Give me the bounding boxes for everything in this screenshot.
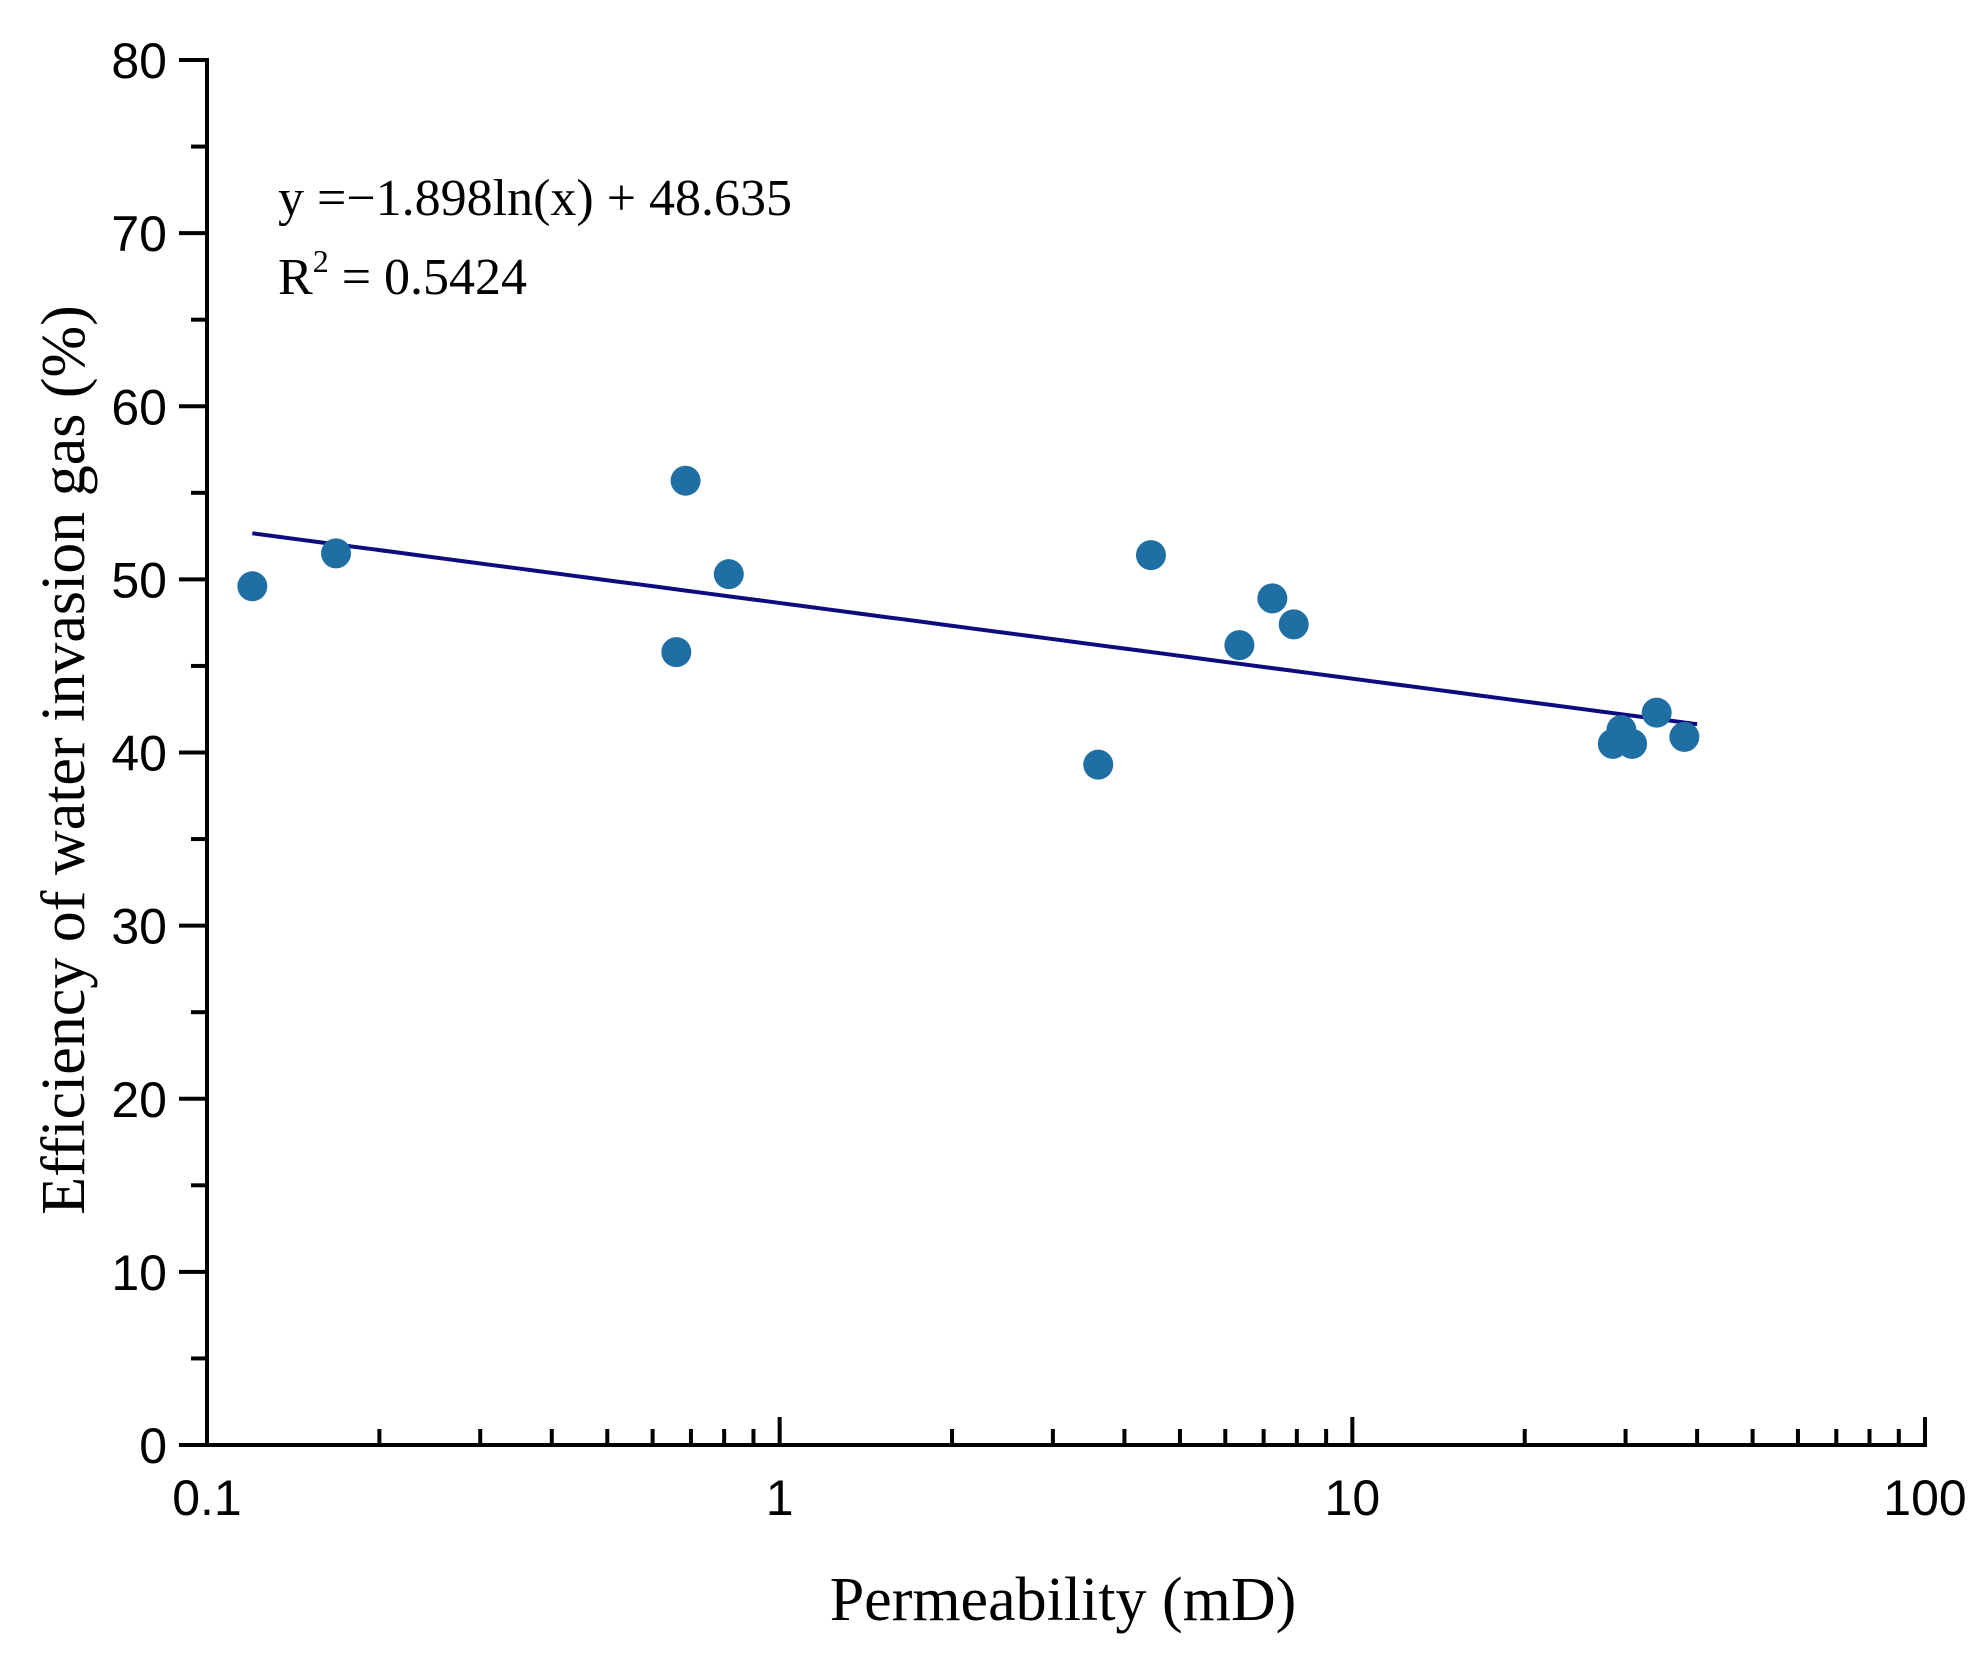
- data-point: [1669, 721, 1700, 752]
- x-axis-title: Permeability (mD): [830, 1566, 1297, 1634]
- data-point: [1135, 540, 1166, 571]
- x-tick-label: 1: [766, 1470, 794, 1526]
- data-point: [1224, 630, 1255, 661]
- y-tick-label: 50: [111, 552, 167, 608]
- data-point: [713, 559, 744, 590]
- data-point: [1083, 749, 1114, 780]
- trendline-equation: y =−1.898ln(x) + 48.635: [278, 170, 792, 227]
- x-ticks: 0.1 1 10 100: [172, 1417, 1967, 1526]
- r2-prefix: R: [278, 249, 313, 306]
- data-points: [237, 465, 1700, 780]
- y-tick-label: 80: [111, 33, 167, 89]
- data-point: [1257, 583, 1288, 614]
- y-tick-label: 40: [111, 726, 167, 782]
- y-axis-title: Efficiency of water invasion gas (%): [30, 305, 98, 1215]
- data-point: [237, 571, 268, 602]
- data-point: [1641, 697, 1672, 728]
- x-tick-label: 100: [1883, 1470, 1966, 1526]
- data-point: [1278, 609, 1309, 640]
- data-point: [1617, 728, 1648, 759]
- y-tick-label: 60: [111, 379, 167, 435]
- y-tick-label: 30: [111, 899, 167, 955]
- data-point: [321, 538, 352, 569]
- r2-superscript: 2: [313, 243, 329, 279]
- x-tick-label: 10: [1325, 1470, 1381, 1526]
- x-tick-label: 0.1: [172, 1470, 242, 1526]
- y-tick-label: 0: [139, 1418, 167, 1474]
- y-tick-label: 10: [111, 1245, 167, 1301]
- y-ticks: 0 10 20 30 40 50 60 70 80: [111, 33, 207, 1474]
- data-point: [670, 465, 701, 496]
- trendline: [252, 531, 1698, 727]
- r-squared-label: R2 = 0.5424: [278, 243, 527, 306]
- y-tick-label: 20: [111, 1072, 167, 1128]
- y-tick-label: 70: [111, 206, 167, 262]
- r2-value: = 0.5424: [329, 249, 527, 306]
- data-point: [661, 637, 692, 668]
